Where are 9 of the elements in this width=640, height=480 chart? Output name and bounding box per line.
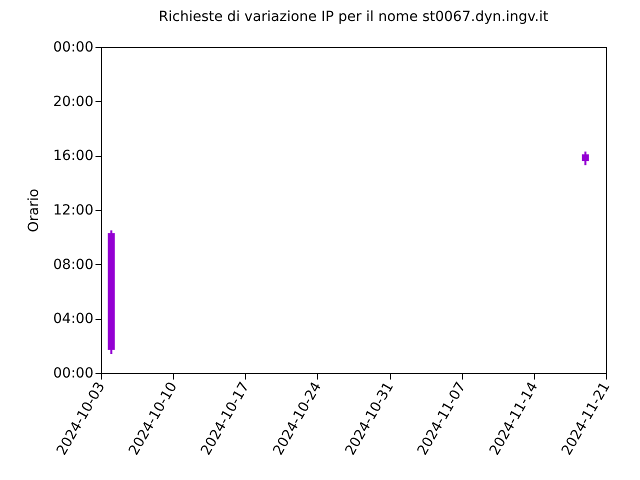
y-tick-label: 00:00 <box>53 366 94 382</box>
y-tick-label: 04:00 <box>53 311 94 328</box>
y-tick-label: 20:00 <box>53 94 94 110</box>
y-tick-label: 00:00 <box>53 40 94 56</box>
y-tick-label: 08:00 <box>53 256 94 273</box>
y-tick-label: 16:00 <box>53 148 94 164</box>
y-axis-title: Orario <box>26 188 42 232</box>
chart-title: Richieste di variazione IP per il nome st0067.dyn.ingv.it <box>158 9 549 25</box>
y-tick-label: 12:00 <box>53 202 94 218</box>
